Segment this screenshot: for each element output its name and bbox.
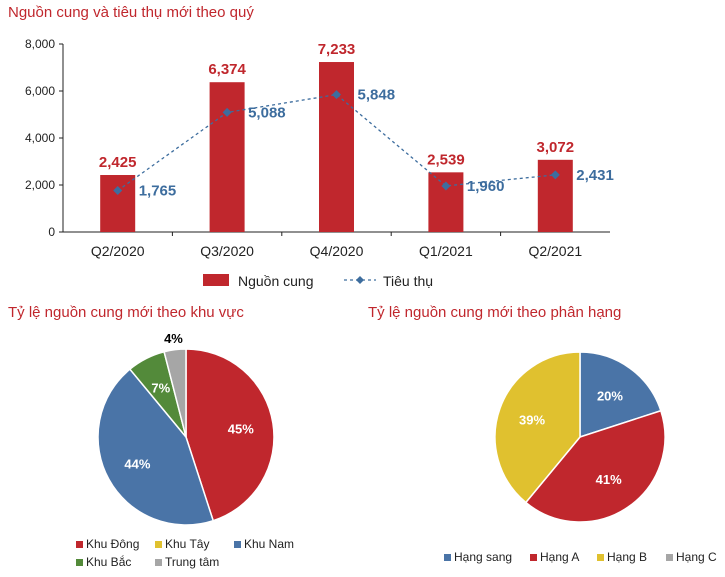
region-slice-label: 4% xyxy=(164,331,183,346)
x-tick-label: Q4/2020 xyxy=(310,243,364,259)
legend-supply-label: Nguồn cung xyxy=(238,273,314,289)
supply-bar-label: 6,374 xyxy=(208,61,246,78)
supply-bar xyxy=(428,172,464,232)
grade-legend-swatch xyxy=(666,554,673,561)
region-legend-label: Khu Bắc xyxy=(86,554,131,569)
legend-consumption-label: Tiêu thụ xyxy=(383,273,433,289)
region-legend-swatch xyxy=(155,559,162,566)
region-slice xyxy=(185,348,275,522)
region-legend-label: Khu Đông xyxy=(86,537,139,551)
legend-supply-swatch xyxy=(203,274,229,286)
consumption-point-label: 1,765 xyxy=(139,183,177,200)
supply-bar-label: 3,072 xyxy=(537,139,575,156)
grade-legend-swatch xyxy=(530,554,537,561)
consumption-point-label: 5,088 xyxy=(248,104,286,121)
grade-legend-label: Hạng A xyxy=(540,550,579,564)
grade-legend-label: Hạng B xyxy=(607,550,647,564)
supply-bar-label: 2,539 xyxy=(427,151,465,168)
region-legend-label: Trung tâm xyxy=(165,555,219,569)
y-tick-label: 0 xyxy=(48,225,55,239)
grade-legend-swatch xyxy=(597,554,604,561)
y-tick-label: 2,000 xyxy=(25,178,55,192)
region-slice-label: 45% xyxy=(228,421,254,436)
consumption-point xyxy=(113,186,123,196)
legend-consumption-marker xyxy=(356,276,364,284)
x-tick-label: Q2/2020 xyxy=(91,243,145,259)
y-tick-label: 8,000 xyxy=(25,37,55,51)
region-legend-swatch xyxy=(234,541,241,548)
grade-slice-label: 20% xyxy=(597,389,623,404)
grade-slice-label: 39% xyxy=(519,413,545,428)
region-slice-label: 44% xyxy=(124,457,150,472)
grade-legend-label: Hạng sang xyxy=(454,550,512,564)
region-legend-label: Khu Nam xyxy=(244,537,294,551)
y-tick-label: 4,000 xyxy=(25,131,55,145)
consumption-point-label: 2,431 xyxy=(576,167,614,184)
consumption-point xyxy=(222,107,232,117)
supply-bar xyxy=(100,175,136,232)
supply-bar-label: 2,425 xyxy=(99,154,137,171)
consumption-point-label: 1,960 xyxy=(467,178,505,195)
x-tick-label: Q2/2021 xyxy=(528,243,582,259)
consumption-point xyxy=(332,90,341,100)
region-legend-label: Khu Tây xyxy=(165,537,209,551)
supply-bar-label: 7,233 xyxy=(318,41,356,58)
grade-legend-label: Hạng C xyxy=(676,550,717,564)
grade-slice-label: 41% xyxy=(596,472,622,487)
supply-bar xyxy=(209,82,245,232)
consumption-point xyxy=(441,181,451,191)
consumption-point-label: 5,848 xyxy=(358,87,396,104)
y-tick-label: 6,000 xyxy=(25,84,55,98)
region-slice xyxy=(163,348,187,438)
grade-slice xyxy=(579,351,662,439)
region-slice-label: 7% xyxy=(151,381,170,396)
x-tick-label: Q1/2021 xyxy=(419,243,473,259)
region-pie-title: Tỷ lệ nguồn cung mới theo khu vực xyxy=(8,304,244,321)
grade-pie-title: Tỷ lệ nguồn cung mới theo phân hạng xyxy=(368,304,622,321)
region-legend-swatch xyxy=(76,541,83,548)
supply-chart-title: Nguồn cung và tiêu thụ mới theo quý xyxy=(8,4,254,21)
consumption-point xyxy=(550,170,560,180)
grade-slice xyxy=(524,409,666,523)
grade-legend-swatch xyxy=(444,554,451,561)
region-slice xyxy=(97,368,215,526)
region-legend-swatch xyxy=(76,559,83,566)
supply-bar xyxy=(319,62,354,232)
grade-slice xyxy=(494,351,581,504)
x-tick-label: Q3/2020 xyxy=(200,243,254,259)
region-legend-swatch xyxy=(155,541,162,548)
